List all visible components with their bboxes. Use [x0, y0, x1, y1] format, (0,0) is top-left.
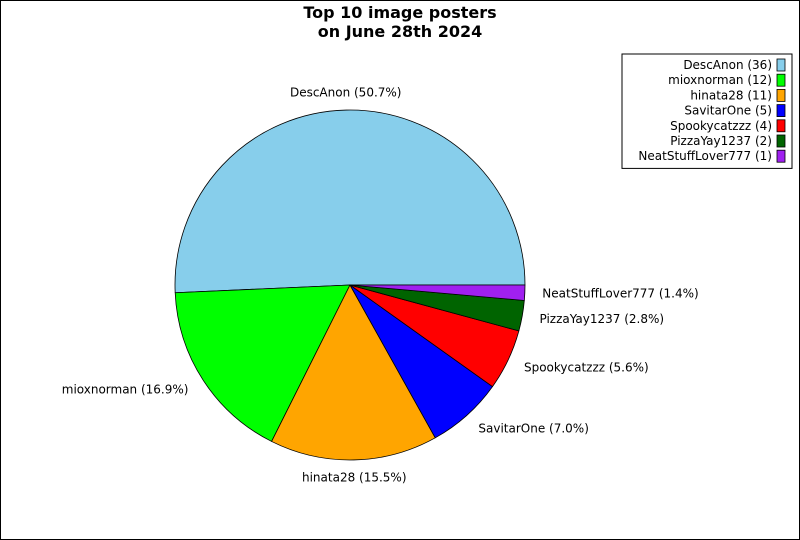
legend-swatch-spookycatzzz — [776, 119, 786, 133]
legend-label-pizzayay1237: PizzaYay1237 (2) — [670, 134, 772, 148]
legend-label-hinata28: hinata28 (11) — [690, 88, 772, 102]
slice-label-mioxnorman: mioxnorman (16.9%) — [62, 383, 189, 397]
legend-box — [621, 53, 793, 169]
slice-label-spookycatzzz: Spookycatzzz (5.6%) — [524, 360, 649, 374]
legend-label-mioxnorman: mioxnorman (12) — [668, 73, 772, 87]
legend-swatch-pizzayay1237 — [776, 134, 786, 148]
pie-labels: DescAnon (50.7%) mioxnorman (16.9%) hinata… — [62, 86, 699, 485]
legend-label-savitarone: SavitarOne (5) — [684, 104, 772, 118]
pie-slice-mioxnorman — [174, 284, 351, 442]
legend-swatch-neatstufflover777 — [776, 149, 786, 163]
legend-swatch-descanon — [776, 58, 786, 72]
legend-swatch-savitarone — [776, 104, 786, 117]
legend-swatch-mioxnorman — [776, 73, 786, 87]
pie-slices — [174, 109, 526, 461]
slice-label-neatstufflover777: NeatStuffLover777 (1.4%) — [542, 287, 698, 301]
pie-slice-descanon — [174, 109, 526, 294]
legend: DescAnon (36)mioxnorman (12)hinata28 (11… — [621, 53, 793, 169]
slice-label-savitarone: SavitarOne (7.0%) — [478, 421, 589, 435]
slice-label-descanon: DescAnon (50.7%) — [290, 86, 402, 100]
chart-title: Top 10 image posters on June 28th 2024 — [303, 3, 496, 41]
pie-slice-hinata28 — [271, 284, 436, 461]
legend-swatch-hinata28 — [776, 89, 786, 102]
legend-label-neatstufflover777: NeatStuffLover777 (1) — [638, 149, 772, 163]
slice-label-pizzayay1237: PizzaYay1237 (2.8%) — [539, 312, 664, 326]
legend-label-spookycatzzz: Spookycatzzz (4) — [670, 119, 772, 133]
legend-label-descanon: DescAnon (36) — [683, 58, 772, 72]
pie-slice-neatstufflover777 — [349, 284, 526, 301]
slice-label-hinata28: hinata28 (15.5%) — [302, 470, 407, 484]
